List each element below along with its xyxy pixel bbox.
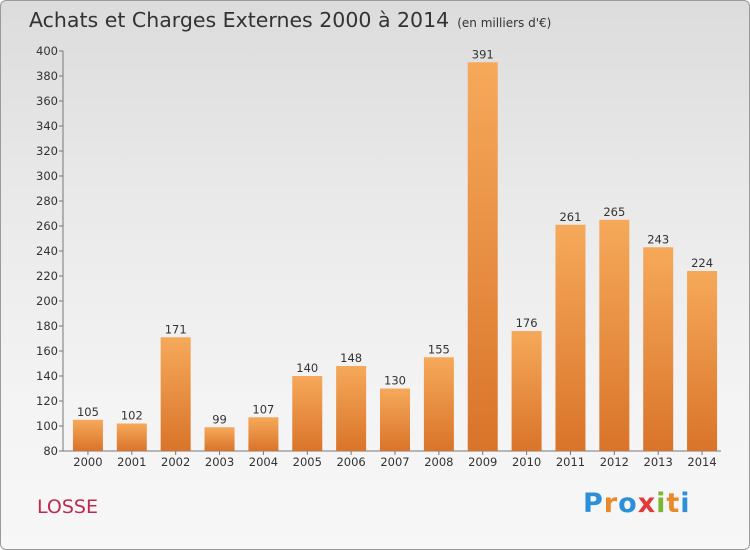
x-tick-label: 2003 xyxy=(205,455,234,469)
data-label-2014: 224 xyxy=(691,256,713,270)
bar-2011 xyxy=(555,224,586,451)
data-label-2002: 171 xyxy=(165,322,187,336)
bar-2004 xyxy=(248,417,279,451)
bar-2001 xyxy=(116,423,147,451)
chart-title-text: Achats et Charges Externes 2000 à 2014 xyxy=(29,8,450,32)
data-label-2011: 261 xyxy=(559,210,581,224)
bar-2010 xyxy=(511,331,542,451)
proxiti-logo: Proxiti xyxy=(583,488,691,519)
x-tick-label: 2009 xyxy=(468,455,497,469)
bar-2012 xyxy=(599,219,630,451)
y-tick-label: 260 xyxy=(36,219,58,233)
x-tick-label: 2005 xyxy=(293,455,322,469)
y-tick-label: 160 xyxy=(36,344,58,358)
bar-2006 xyxy=(336,366,367,451)
data-label-2006: 148 xyxy=(340,351,362,365)
bar-2007 xyxy=(380,388,410,451)
bar-2002 xyxy=(160,337,191,451)
data-label-2008: 155 xyxy=(428,342,450,356)
logo-letter: P xyxy=(583,488,604,519)
x-tick-label: 2007 xyxy=(380,455,409,469)
y-tick-label: 220 xyxy=(36,269,58,283)
y-tick-label: 400 xyxy=(36,44,58,58)
bar-2014 xyxy=(687,271,718,451)
logo-letter: o xyxy=(618,488,638,519)
x-tick-label: 2006 xyxy=(336,455,365,469)
bar-2000 xyxy=(72,419,103,451)
x-tick-label: 2004 xyxy=(249,455,278,469)
data-label-2003: 99 xyxy=(212,412,227,426)
commune-name: LOSSE xyxy=(37,496,98,518)
y-tick-label: 200 xyxy=(36,294,58,308)
x-tick-label: 2001 xyxy=(117,455,146,469)
x-tick-label: 2000 xyxy=(73,455,102,469)
data-label-2010: 176 xyxy=(516,316,538,330)
data-label-2009: 391 xyxy=(472,47,494,61)
data-label-2004: 107 xyxy=(252,402,274,416)
y-tick-label: 120 xyxy=(36,394,58,408)
y-tick-label: 100 xyxy=(36,419,58,433)
x-tick-label: 2011 xyxy=(556,455,585,469)
chart-axes: 80 100 120 140 160 180 200 220 240 260 280 300 320 34… xyxy=(36,44,721,469)
bar-2009 xyxy=(467,62,498,451)
y-tick-label: 280 xyxy=(36,194,58,208)
logo-letter: r xyxy=(603,488,619,519)
x-tick-label: 2014 xyxy=(687,455,716,469)
x-tick-label: 2012 xyxy=(600,455,629,469)
data-label-2012: 265 xyxy=(603,205,625,219)
data-label-2013: 243 xyxy=(647,232,669,246)
x-tick-label: 2002 xyxy=(161,455,190,469)
bar-2005 xyxy=(292,376,323,451)
y-tick-label: 140 xyxy=(36,369,58,383)
logo-letter: t xyxy=(666,488,681,519)
logo-letter: i xyxy=(656,488,667,519)
y-tick-label: 80 xyxy=(43,444,58,458)
y-tick-label: 320 xyxy=(36,144,58,158)
y-tick-label: 380 xyxy=(36,69,58,83)
x-tick-label: 2008 xyxy=(424,455,453,469)
data-label-2007: 130 xyxy=(384,374,406,388)
y-tick-label: 340 xyxy=(36,119,58,133)
y-tick-label: 360 xyxy=(36,94,58,108)
y-tick-label: 300 xyxy=(36,169,58,183)
data-label-2000: 105 xyxy=(77,405,99,419)
data-label-2001: 102 xyxy=(121,409,143,423)
data-label-2005: 140 xyxy=(296,361,318,375)
bar-2008 xyxy=(423,357,454,451)
x-tick-label: 2010 xyxy=(512,455,541,469)
y-tick-label: 180 xyxy=(36,319,58,333)
logo-letter: x xyxy=(637,488,657,519)
logo-letter: i xyxy=(680,488,691,519)
bar-2013 xyxy=(643,247,674,451)
chart-unit-note: (en milliers d'€) xyxy=(457,16,552,30)
y-tick-label: 240 xyxy=(36,244,58,258)
chart-data-labels: 105 102 171 99 107 140 148 130 155 391 176 261 265 24… xyxy=(77,47,713,426)
x-tick-label: 2013 xyxy=(644,455,673,469)
bar-2003 xyxy=(204,427,235,451)
chart-bars xyxy=(72,62,718,451)
chart-title: Achats et Charges Externes 2000 à 2014 (e… xyxy=(29,8,551,32)
